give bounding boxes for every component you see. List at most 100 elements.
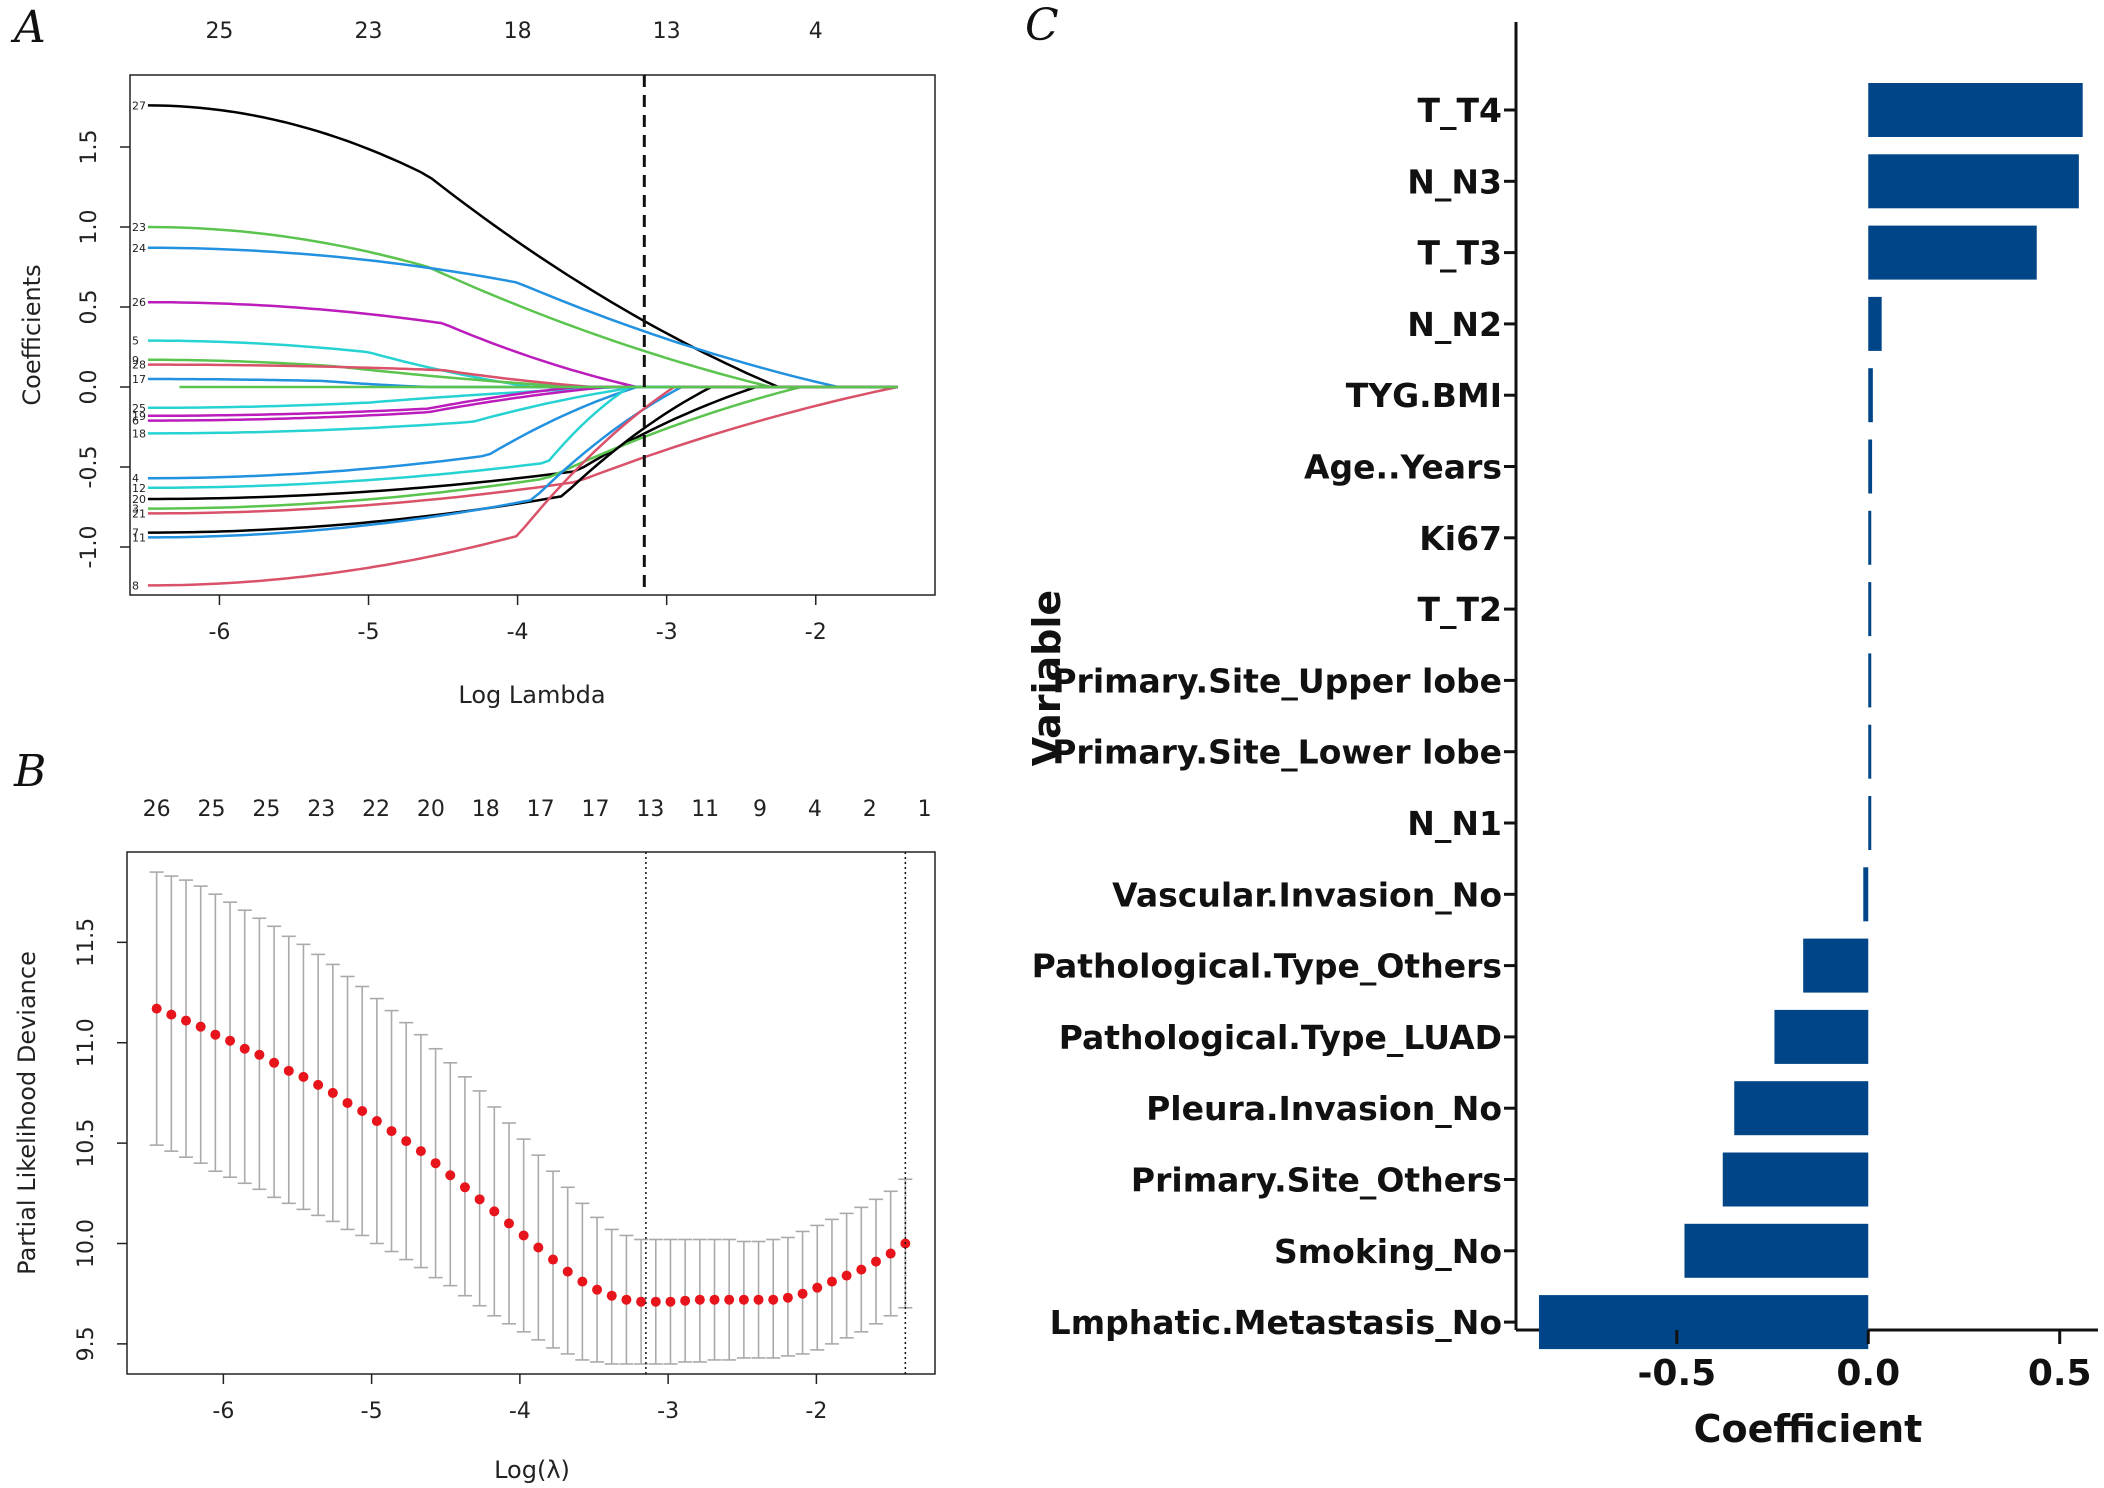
deviance-point <box>327 1087 338 1098</box>
deviance-point <box>885 1248 896 1259</box>
coef-bar <box>1868 724 1872 779</box>
variable-label: T_T4 <box>1418 91 1502 130</box>
coefficient-bar-chart: T_T4 N_N3 T_T3 N_N2 TYG.BMI Age..Years Ki67 T_T… <box>1025 22 2098 1451</box>
deviance-point <box>239 1043 250 1054</box>
variable-label: T_T2 <box>1418 590 1502 629</box>
deviance-point <box>562 1266 573 1277</box>
path-label: 7 <box>132 527 139 540</box>
deviance-point <box>812 1282 823 1293</box>
deviance-point <box>665 1296 676 1307</box>
x-tick-label: -2 <box>805 1399 827 1424</box>
deviance-point <box>826 1276 837 1287</box>
coef-bar <box>1868 154 2079 209</box>
coef-bar <box>1868 225 2037 280</box>
top-axis-label: 17 <box>581 797 609 822</box>
y-tick-label: 0.0 <box>77 370 102 405</box>
deviance-point <box>694 1294 705 1305</box>
x-tick-label: 0.0 <box>1836 1353 1900 1394</box>
path-label: 4 <box>132 472 139 485</box>
deviance-point <box>210 1029 221 1040</box>
y-tick-label: -0.5 <box>77 446 102 489</box>
coef-bar <box>1868 83 2083 137</box>
coef-path-24 <box>147 246 898 389</box>
deviance-point <box>724 1294 735 1305</box>
coef-bar <box>1863 867 1869 922</box>
coef-path-18 <box>147 385 898 435</box>
path-label: 23 <box>132 221 146 234</box>
path-label: 24 <box>132 242 146 255</box>
plot-frame-b <box>126 851 936 1375</box>
deviance-point <box>503 1218 514 1229</box>
y-tick-label: 0.5 <box>77 290 102 325</box>
coef-path-21 <box>147 385 898 515</box>
path-label: 17 <box>132 373 146 386</box>
path-label: 6 <box>132 415 139 428</box>
x-tick-label: -2 <box>805 620 827 645</box>
deviance-point <box>841 1270 852 1281</box>
variable-label: N_N3 <box>1407 162 1502 201</box>
deviance-point <box>548 1254 559 1265</box>
deviance-point <box>489 1206 500 1217</box>
deviance-point <box>636 1296 647 1307</box>
x-tick-label: 0.5 <box>2028 1353 2092 1394</box>
cross-validation-deviance-plot: -6 -5 -4 -3 -2 9.5 10.0 10.5 11.0 11.5 26 25 25 23 2… <box>13 797 936 1484</box>
y-tick-label: 1.0 <box>77 210 102 245</box>
deviance-point <box>415 1146 426 1157</box>
variable-label: N_N2 <box>1407 305 1502 344</box>
deviance-point <box>738 1294 749 1305</box>
top-axis-label: 4 <box>808 797 822 822</box>
coef-bar <box>1803 938 1869 993</box>
deviance-point <box>650 1296 661 1307</box>
coef-path-9 <box>147 358 898 389</box>
coef-path-5 <box>147 339 898 389</box>
path-label: 25 <box>132 402 146 415</box>
coef-bar <box>1734 1081 1869 1136</box>
variable-label: Ki67 <box>1419 519 1502 558</box>
deviance-point <box>768 1294 779 1305</box>
y-tick-label: 1.5 <box>77 130 102 165</box>
deviance-point <box>181 1015 192 1026</box>
variable-label: Pathological.Type_LUAD <box>1059 1018 1502 1057</box>
y-tick-label: -1.0 <box>77 526 102 569</box>
panel-letter-b: B <box>13 746 46 797</box>
top-axis-label: 26 <box>143 797 171 822</box>
path-label: 3 <box>132 503 139 516</box>
path-label: 9 <box>132 354 139 367</box>
coef-path-7 <box>147 385 898 534</box>
coef-path-3 <box>147 385 898 510</box>
coef-bar <box>1684 1223 1869 1278</box>
deviance-point <box>621 1294 632 1305</box>
deviance-point <box>225 1035 236 1046</box>
coef-path-23 <box>147 225 898 389</box>
deviance-point <box>445 1170 456 1181</box>
deviance-point <box>357 1105 368 1116</box>
top-axis-label: 18 <box>472 797 500 822</box>
deviance-point <box>577 1276 588 1287</box>
deviance-point <box>386 1126 397 1137</box>
coef-path-8 <box>147 385 898 587</box>
deviance-point <box>782 1292 793 1303</box>
y-tick-label: 11.5 <box>74 918 99 967</box>
deviance-point <box>151 1003 162 1014</box>
coef-path-27 <box>147 104 898 389</box>
deviance-point <box>856 1264 867 1275</box>
x-axis-title-a: Log Lambda <box>458 681 605 709</box>
path-label: 8 <box>132 579 139 592</box>
coef-bar <box>1868 296 1882 351</box>
top-axis-label: 20 <box>417 797 445 822</box>
path-label: 12 <box>132 482 146 495</box>
deviance-point <box>709 1294 720 1305</box>
deviance-point <box>254 1049 265 1060</box>
deviance-point <box>459 1182 470 1193</box>
top-axis-label: 4 <box>809 19 823 44</box>
deviance-point <box>430 1158 441 1169</box>
variable-label: T_T3 <box>1418 234 1502 273</box>
path-label: 27 <box>132 99 146 112</box>
x-tick-label: -4 <box>507 620 529 645</box>
coef-bar <box>1868 796 1872 850</box>
x-tick-label: -6 <box>208 620 230 645</box>
deviance-point <box>474 1194 485 1205</box>
path-label: 19 <box>132 410 146 423</box>
